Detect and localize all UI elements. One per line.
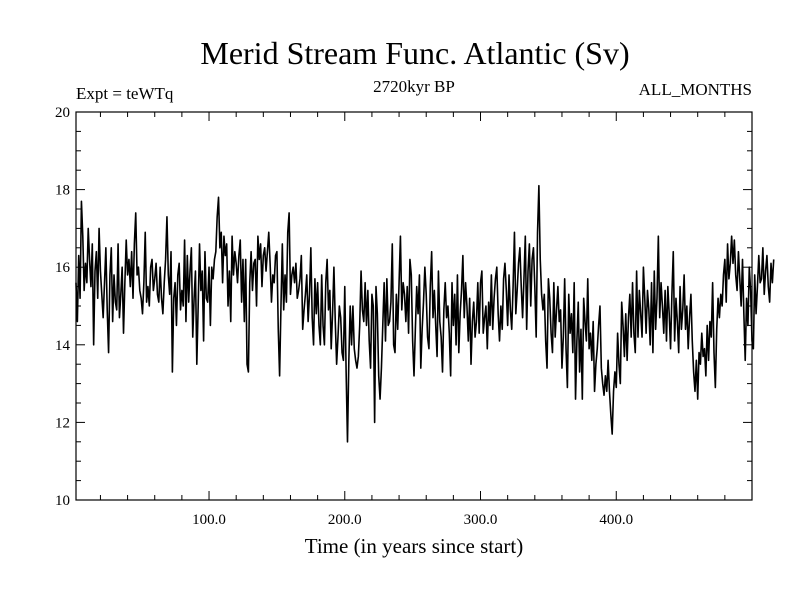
x-tick-label: 200.0 xyxy=(328,512,362,528)
experiment-label: Expt = teWTq xyxy=(76,84,174,103)
x-tick-label: 400.0 xyxy=(599,512,633,528)
y-tick-label: 20 xyxy=(55,105,70,121)
x-axis-label: Time (in years since start) xyxy=(305,534,524,558)
x-tick-label: 100.0 xyxy=(192,512,226,528)
y-tick-label: 16 xyxy=(55,260,71,276)
y-tick-label: 12 xyxy=(55,415,70,431)
x-tick-label: 300.0 xyxy=(464,512,498,528)
y-tick-label: 10 xyxy=(55,493,70,509)
chart-title: Merid Stream Func. Atlantic (Sv) xyxy=(200,35,629,71)
y-tick-label: 18 xyxy=(55,183,70,199)
series-line xyxy=(75,184,775,443)
period-label: 2720kyr BP xyxy=(373,77,455,96)
plot-frame xyxy=(75,111,753,501)
y-tick-label: 14 xyxy=(55,338,71,354)
axis-tick-labels: 10 12 14 16 18 20 100.0 200.0 300.0 400.0 xyxy=(55,105,633,528)
months-label: ALL_MONTHS xyxy=(639,80,752,99)
